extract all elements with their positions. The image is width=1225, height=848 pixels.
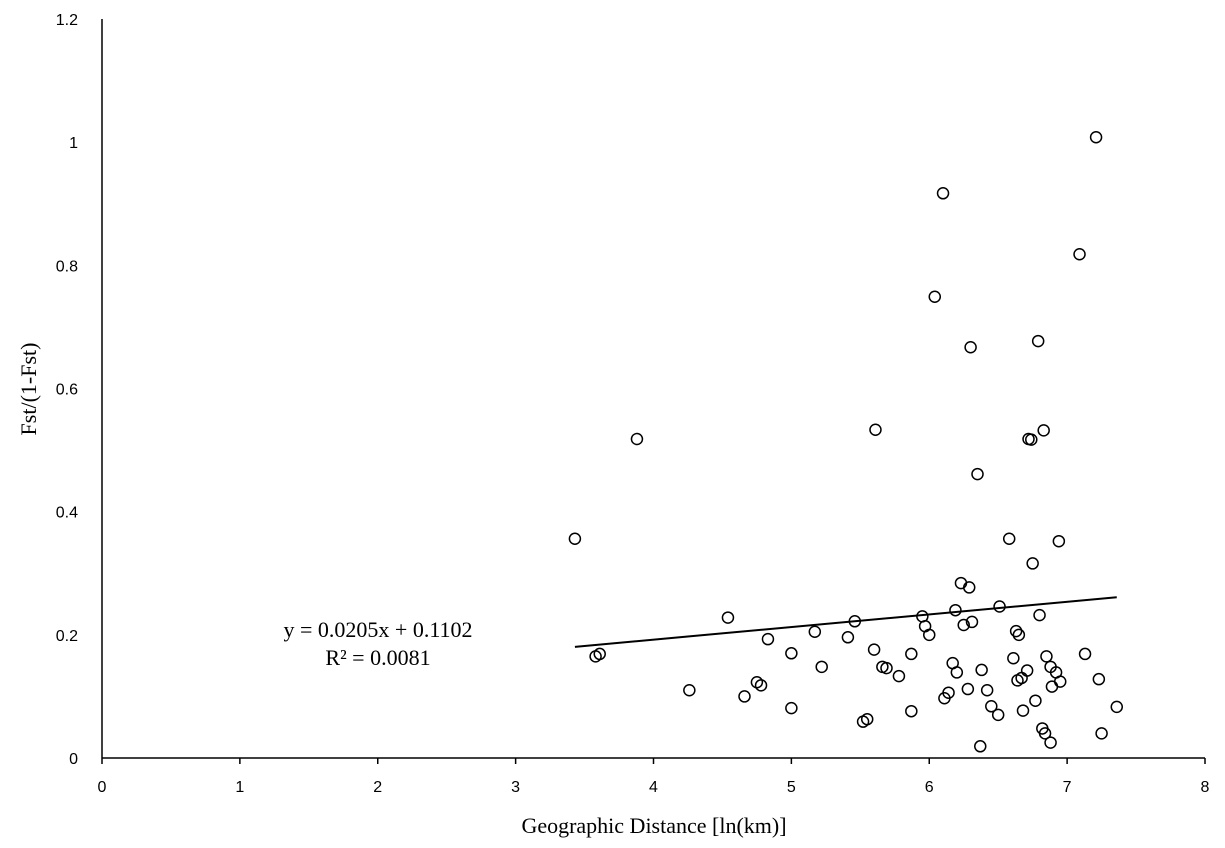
y-tick-label: 0	[69, 751, 78, 768]
data-point	[923, 628, 936, 642]
data-point	[860, 712, 874, 726]
x-tick-label: 3	[511, 779, 520, 796]
data-point	[738, 690, 751, 703]
data-point	[1078, 647, 1092, 661]
y-tick-label: 0.8	[56, 258, 78, 275]
data-point	[869, 423, 882, 437]
data-point	[1007, 651, 1020, 665]
data-point	[949, 603, 962, 617]
data-point	[1016, 704, 1030, 717]
data-point	[991, 708, 1005, 722]
data-point	[1031, 334, 1045, 348]
data-point	[761, 632, 775, 646]
data-point	[568, 532, 582, 546]
data-point	[721, 611, 735, 624]
data-point	[950, 666, 964, 679]
y-axis-ticks: 0 0.2 0.4 0.6 0.8 1 1.2	[56, 12, 78, 768]
data-point	[1009, 624, 1023, 638]
data-point	[1095, 727, 1108, 740]
data-point	[965, 615, 979, 629]
data-point	[1002, 532, 1016, 546]
data-point	[974, 740, 987, 753]
data-points	[568, 130, 1124, 753]
data-point	[975, 663, 988, 677]
data-point	[1025, 433, 1038, 446]
data-point	[993, 600, 1006, 613]
x-tick-label: 8	[1201, 779, 1210, 796]
data-point	[1012, 628, 1026, 642]
data-point	[962, 581, 976, 594]
data-point	[1089, 130, 1103, 144]
data-point	[867, 643, 881, 656]
data-point	[785, 701, 798, 715]
x-tick-label: 7	[1063, 779, 1072, 796]
data-point	[848, 615, 862, 628]
data-point	[1092, 672, 1106, 686]
data-point	[683, 684, 696, 697]
data-point	[841, 631, 855, 644]
data-point	[942, 686, 955, 699]
data-point	[1038, 727, 1052, 740]
data-point	[905, 647, 918, 661]
data-point	[880, 661, 893, 675]
data-point	[1110, 700, 1124, 714]
data-point	[785, 647, 798, 660]
data-point	[928, 290, 942, 303]
data-point	[1026, 557, 1039, 570]
data-point	[754, 679, 768, 692]
y-tick-label: 0.6	[56, 382, 78, 399]
x-axis-title: Geographic Distance [ln(km)]	[521, 813, 786, 838]
data-point	[593, 647, 606, 661]
x-tick-label: 5	[787, 779, 796, 796]
data-point	[971, 467, 984, 481]
data-point	[1040, 650, 1053, 663]
data-point	[1020, 664, 1034, 677]
y-axis-title: Fst/(1-Fst)	[16, 343, 41, 436]
x-tick-label: 6	[925, 779, 934, 796]
data-point	[1073, 247, 1086, 261]
data-point	[1052, 534, 1066, 548]
y-tick-label: 0.2	[56, 628, 78, 645]
data-point	[815, 660, 828, 674]
x-tick-label: 1	[235, 779, 244, 796]
data-point	[1045, 680, 1059, 693]
x-tick-label: 0	[98, 779, 107, 796]
data-point	[964, 340, 977, 354]
data-point	[1037, 424, 1050, 437]
data-point	[961, 682, 975, 696]
trendline-equation: y = 0.0205x + 0.1102	[284, 617, 473, 642]
trendline	[574, 596, 1117, 648]
data-point	[985, 700, 998, 713]
y-tick-label: 1.2	[56, 12, 78, 29]
x-tick-label: 2	[373, 779, 382, 796]
data-point	[1044, 736, 1057, 749]
data-point	[1053, 675, 1067, 688]
x-tick-label: 4	[649, 779, 658, 796]
data-point	[808, 625, 822, 639]
x-axis-ticks: 0 1 2 3 4 5 6 7 8	[98, 758, 1210, 796]
data-point	[980, 684, 994, 697]
data-point	[936, 187, 950, 200]
data-point	[957, 618, 970, 632]
data-point	[892, 669, 906, 683]
data-point	[1033, 608, 1046, 622]
data-point	[905, 704, 918, 718]
data-point	[630, 432, 644, 446]
r-squared-label: R² = 0.0081	[325, 645, 430, 670]
y-tick-label: 0.4	[56, 505, 78, 522]
y-tick-label: 1	[69, 135, 78, 152]
data-point	[1029, 694, 1042, 707]
